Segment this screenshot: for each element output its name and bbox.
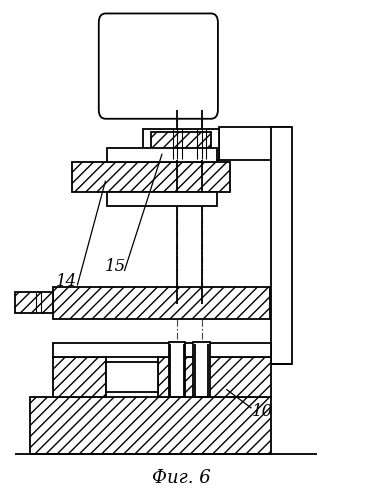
Bar [158,357,271,397]
Bar [169,342,185,397]
Bar [151,132,211,157]
Bar [143,129,219,160]
Bar [53,357,106,397]
Bar [107,192,217,206]
Bar [53,343,271,357]
Text: 10: 10 [251,403,273,420]
Text: 15: 15 [104,258,126,275]
Bar [271,127,292,364]
Bar [53,287,270,319]
Bar [106,362,158,392]
Bar [193,342,210,397]
Text: Фиг. 6: Фиг. 6 [152,469,210,487]
Text: 14: 14 [55,273,77,290]
Bar [219,127,290,160]
Bar [72,162,230,192]
Bar [30,397,271,454]
FancyBboxPatch shape [99,13,218,119]
Bar [107,148,217,162]
Bar [15,292,53,313]
